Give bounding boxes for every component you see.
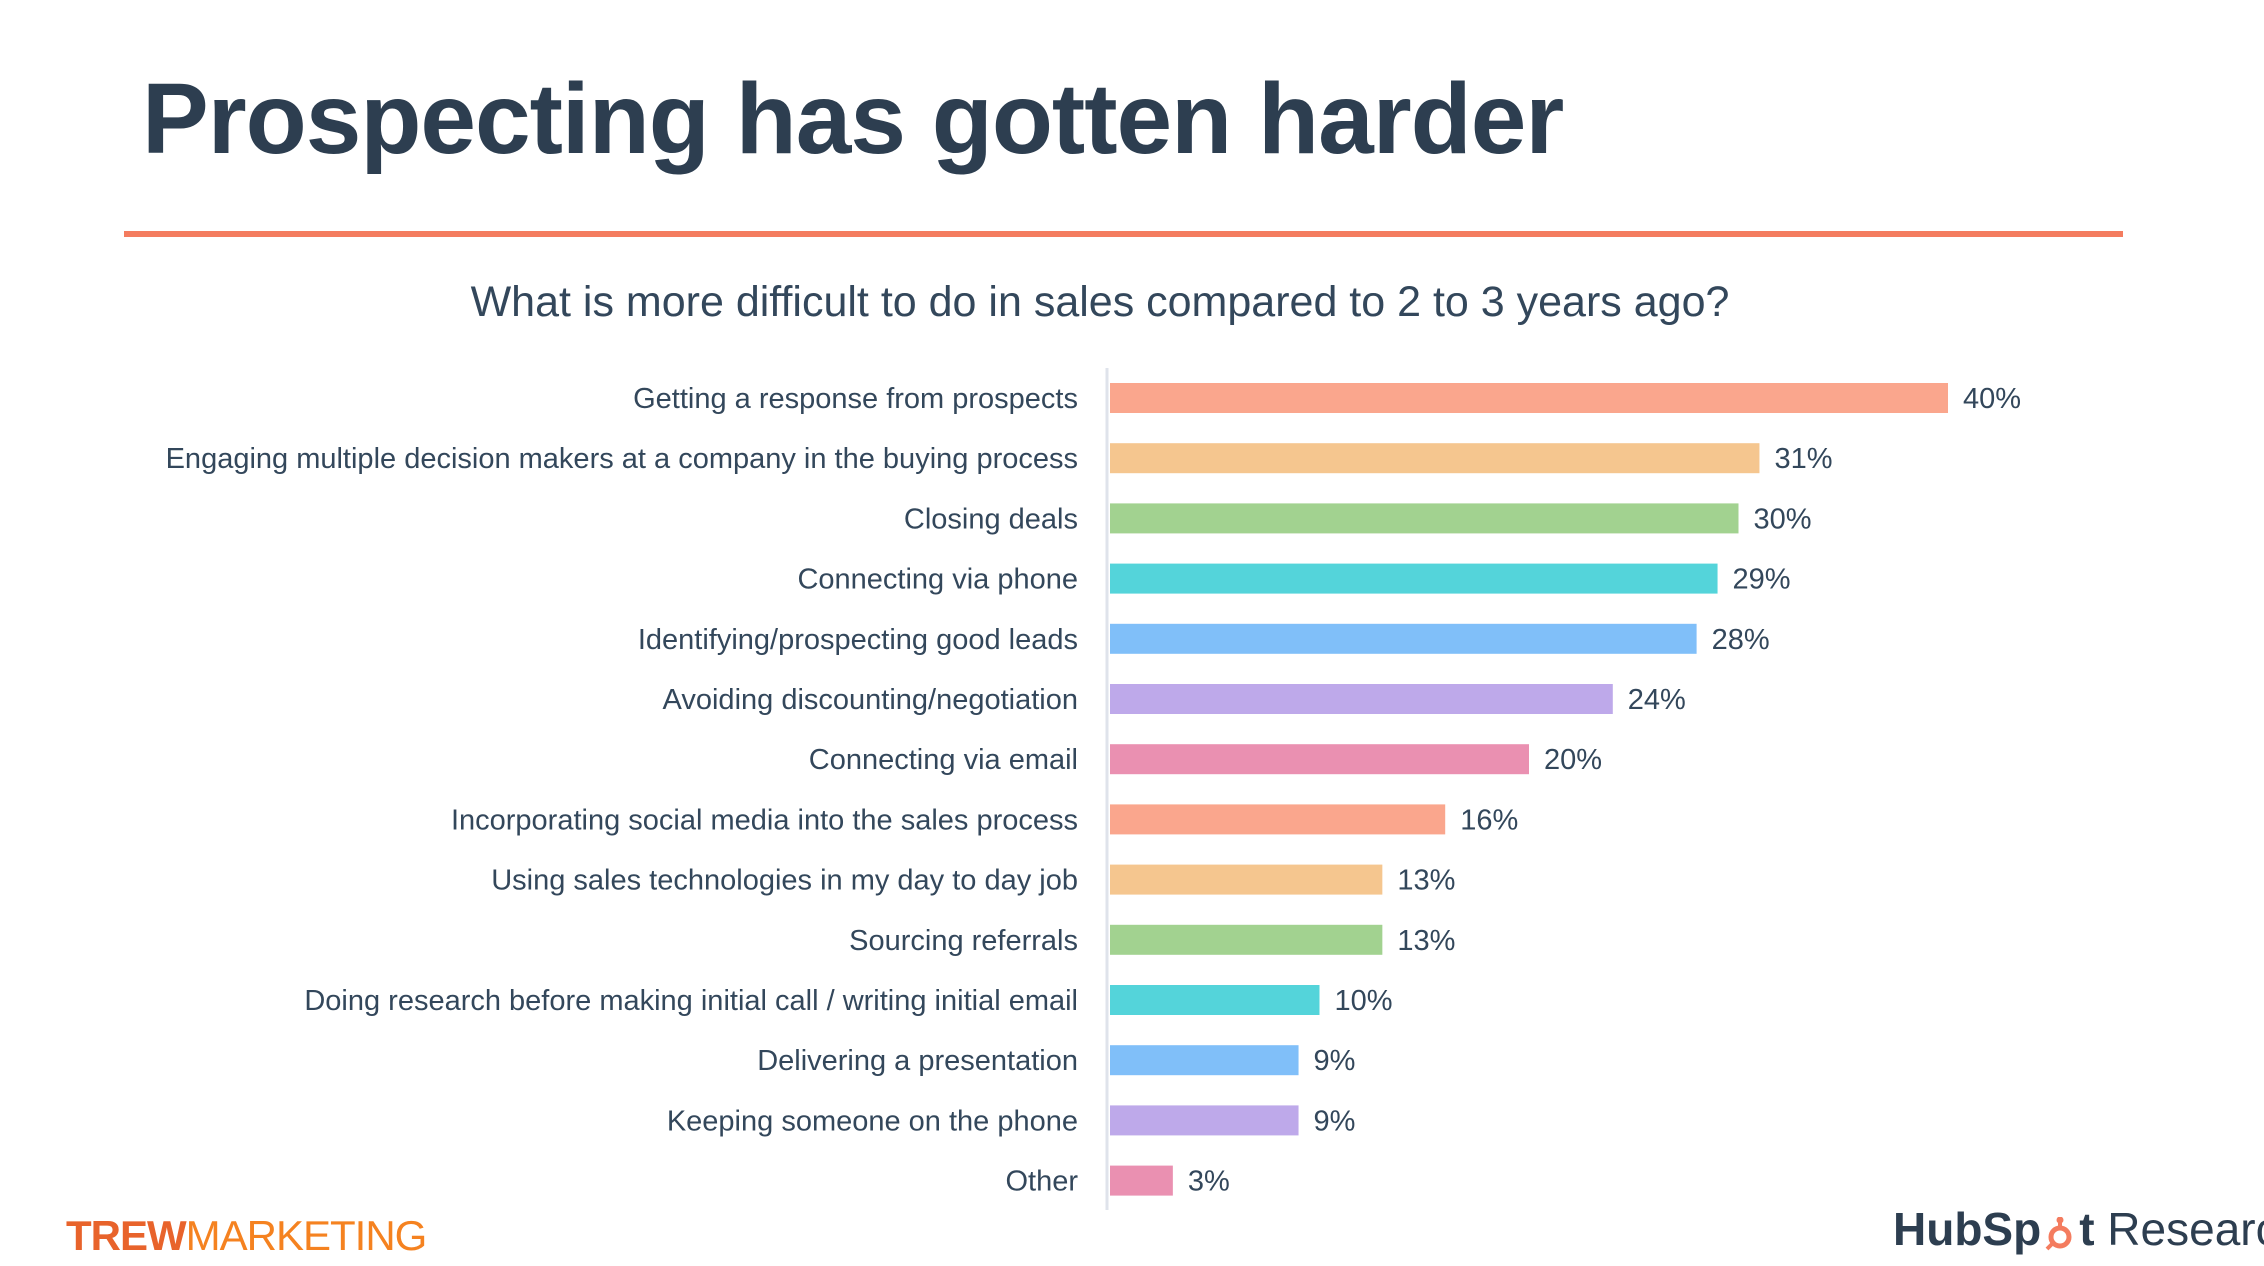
category-label: Connecting via phone bbox=[797, 564, 1078, 596]
category-label: Identifying/prospecting good leads bbox=[638, 624, 1078, 656]
bar bbox=[1110, 864, 1383, 895]
category-label: Using sales technologies in my day to da… bbox=[491, 865, 1078, 897]
hubspot-logo-word: HubSp bbox=[1893, 1203, 2042, 1255]
bar bbox=[1110, 563, 1718, 594]
category-label: Delivering a presentation bbox=[757, 1045, 1078, 1077]
value-label: 9% bbox=[1314, 1045, 1356, 1077]
chart-title: What is more difficult to do in sales co… bbox=[470, 278, 1730, 326]
category-label: Avoiding discounting/negotiation bbox=[663, 684, 1078, 716]
category-label: Engaging multiple decision makers at a c… bbox=[166, 443, 1078, 475]
bar bbox=[1110, 623, 1697, 654]
hubspot-logo-end: t bbox=[2079, 1203, 2095, 1255]
value-label: 30% bbox=[1754, 503, 1812, 535]
category-label: Closing deals bbox=[904, 503, 1078, 535]
category-label: Connecting via email bbox=[809, 744, 1078, 776]
bar bbox=[1110, 1165, 1173, 1196]
value-label: 10% bbox=[1335, 985, 1393, 1017]
bars-group: Getting a response from prospects 40% Enga… bbox=[166, 383, 2021, 1198]
category-label: Getting a response from prospects bbox=[633, 383, 1078, 415]
category-label: Other bbox=[1005, 1166, 1078, 1198]
slide-title: Prospecting has gotten harder bbox=[142, 63, 1564, 175]
value-label: 20% bbox=[1544, 744, 1602, 776]
category-label: Incorporating social media into the sale… bbox=[451, 804, 1078, 836]
bar bbox=[1110, 1105, 1299, 1136]
value-label: 29% bbox=[1733, 564, 1791, 596]
value-label: 3% bbox=[1188, 1166, 1230, 1198]
value-label: 16% bbox=[1460, 804, 1518, 836]
trew-marketing-logo: TREWMARKETING bbox=[66, 1212, 428, 1260]
value-label: 28% bbox=[1712, 624, 1770, 656]
value-label: 31% bbox=[1774, 443, 1832, 475]
bar bbox=[1110, 383, 1948, 413]
category-label: Keeping someone on the phone bbox=[667, 1105, 1078, 1137]
value-label: 9% bbox=[1314, 1105, 1356, 1137]
bar bbox=[1110, 744, 1529, 775]
bar bbox=[1110, 985, 1320, 1015]
title-divider bbox=[124, 231, 2123, 237]
bar bbox=[1110, 1045, 1299, 1076]
bar bbox=[1110, 684, 1613, 714]
hubspot-sprocket-icon bbox=[2043, 1208, 2077, 1251]
bar bbox=[1110, 443, 1760, 474]
marketing-logo-word: MARKETING bbox=[185, 1212, 428, 1259]
bar bbox=[1110, 924, 1383, 955]
value-label: 13% bbox=[1397, 925, 1455, 957]
value-label: 24% bbox=[1628, 684, 1686, 716]
research-logo-word: Research bbox=[2107, 1203, 2264, 1255]
category-label: Sourcing referrals bbox=[849, 925, 1078, 957]
bar bbox=[1110, 804, 1446, 835]
category-label: Doing research before making initial cal… bbox=[304, 985, 1078, 1017]
value-label: 13% bbox=[1397, 865, 1455, 897]
bar bbox=[1110, 503, 1739, 534]
value-label: 40% bbox=[1963, 383, 2021, 415]
trew-logo-word: TREW bbox=[66, 1212, 187, 1259]
